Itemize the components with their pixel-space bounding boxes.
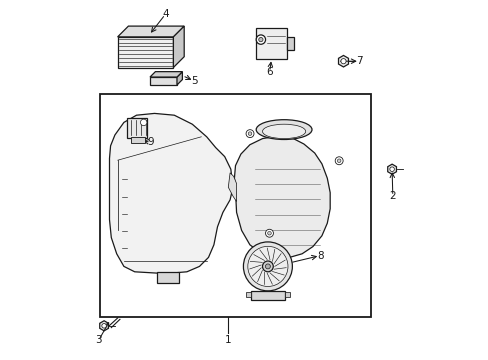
Circle shape bbox=[262, 261, 273, 272]
Text: 6: 6 bbox=[266, 67, 272, 77]
FancyBboxPatch shape bbox=[131, 137, 145, 143]
Circle shape bbox=[245, 130, 253, 138]
Polygon shape bbox=[173, 26, 184, 68]
Text: 5: 5 bbox=[190, 76, 197, 86]
Text: 9: 9 bbox=[147, 137, 154, 147]
Circle shape bbox=[247, 246, 287, 287]
Circle shape bbox=[334, 157, 343, 165]
Circle shape bbox=[256, 35, 265, 44]
Text: 1: 1 bbox=[224, 335, 231, 345]
Polygon shape bbox=[177, 72, 182, 85]
Ellipse shape bbox=[262, 124, 305, 139]
Polygon shape bbox=[286, 37, 293, 50]
FancyBboxPatch shape bbox=[157, 272, 179, 283]
Polygon shape bbox=[228, 173, 236, 202]
Polygon shape bbox=[234, 136, 329, 257]
Circle shape bbox=[248, 132, 251, 135]
FancyBboxPatch shape bbox=[101, 94, 370, 317]
Text: 4: 4 bbox=[162, 9, 168, 19]
Text: 7: 7 bbox=[356, 56, 362, 66]
Circle shape bbox=[337, 159, 340, 163]
Text: 3: 3 bbox=[95, 335, 102, 345]
Text: 8: 8 bbox=[316, 251, 323, 261]
FancyBboxPatch shape bbox=[117, 37, 173, 68]
Circle shape bbox=[267, 231, 271, 235]
Circle shape bbox=[265, 264, 270, 269]
Circle shape bbox=[265, 229, 273, 237]
Polygon shape bbox=[387, 164, 396, 174]
FancyBboxPatch shape bbox=[256, 28, 286, 58]
FancyBboxPatch shape bbox=[284, 292, 289, 297]
Circle shape bbox=[258, 37, 263, 42]
Polygon shape bbox=[100, 321, 108, 331]
FancyBboxPatch shape bbox=[250, 291, 285, 300]
Circle shape bbox=[243, 242, 292, 291]
Circle shape bbox=[140, 119, 146, 126]
Polygon shape bbox=[338, 55, 348, 67]
Polygon shape bbox=[150, 72, 182, 77]
Polygon shape bbox=[109, 113, 232, 274]
FancyBboxPatch shape bbox=[126, 118, 146, 138]
Text: 2: 2 bbox=[389, 191, 395, 201]
Circle shape bbox=[389, 167, 393, 171]
FancyBboxPatch shape bbox=[245, 292, 250, 297]
Circle shape bbox=[340, 59, 346, 64]
Ellipse shape bbox=[256, 120, 311, 139]
FancyBboxPatch shape bbox=[150, 77, 177, 85]
Circle shape bbox=[102, 324, 106, 328]
Polygon shape bbox=[117, 26, 184, 37]
